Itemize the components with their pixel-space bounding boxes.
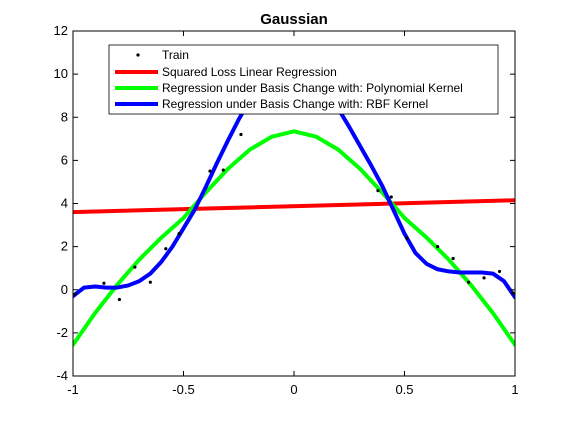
- train-point: [239, 132, 243, 137]
- train-point: [511, 291, 515, 295]
- train-point: [208, 169, 212, 173]
- train-point: [102, 281, 106, 285]
- x-tick-label: 0.5: [395, 382, 413, 397]
- legend: Train Squared Loss Linear Regression Reg…: [108, 44, 499, 115]
- y-tick-label: -4: [56, 368, 68, 383]
- y-tick-label: 0: [61, 282, 68, 297]
- train-point: [451, 256, 455, 261]
- train-point: [466, 280, 471, 284]
- y-tick-label: 12: [54, 23, 68, 38]
- train-point: [497, 269, 502, 274]
- ticks-layer: -1 -0.5 0 0.5 1 -4 -2 0 2 4 6 8 10 12: [54, 23, 519, 397]
- x-tick-label: 1: [511, 382, 518, 397]
- y-tick-label: 2: [61, 239, 68, 254]
- x-tick-label: -0.5: [172, 382, 194, 397]
- train-point: [436, 245, 440, 249]
- train-point: [389, 195, 393, 199]
- legend-label-rbf: Regression under Basis Change with: RBF …: [162, 97, 428, 111]
- linear-regression-line: [73, 198, 515, 215]
- train-point: [221, 168, 225, 172]
- legend-label-train: Train: [162, 48, 189, 62]
- x-tick-label: -1: [67, 382, 79, 397]
- y-tick-label: 8: [61, 109, 68, 124]
- y-tick-label: -2: [56, 325, 68, 340]
- x-tick-label: 0: [290, 382, 297, 397]
- y-tick-label: 6: [61, 152, 68, 167]
- legend-marker-train: [136, 53, 140, 57]
- train-point: [482, 276, 486, 280]
- train-point: [148, 280, 152, 284]
- train-point: [177, 232, 181, 236]
- legend-label-linear: Squared Loss Linear Regression: [162, 65, 337, 79]
- chart-title: Gaussian: [260, 11, 328, 28]
- legend-box: [108, 44, 499, 115]
- train-point: [133, 265, 137, 269]
- y-tick-label: 10: [54, 66, 68, 81]
- train-point: [164, 247, 168, 251]
- train-point: [73, 292, 77, 296]
- y-tick-label: 4: [61, 196, 68, 211]
- train-point: [376, 188, 380, 193]
- train-point: [405, 236, 409, 240]
- legend-label-poly: Regression under Basis Change with: Poly…: [162, 81, 463, 95]
- train-point: [117, 297, 122, 302]
- polynomial-kernel-line: [73, 129, 515, 347]
